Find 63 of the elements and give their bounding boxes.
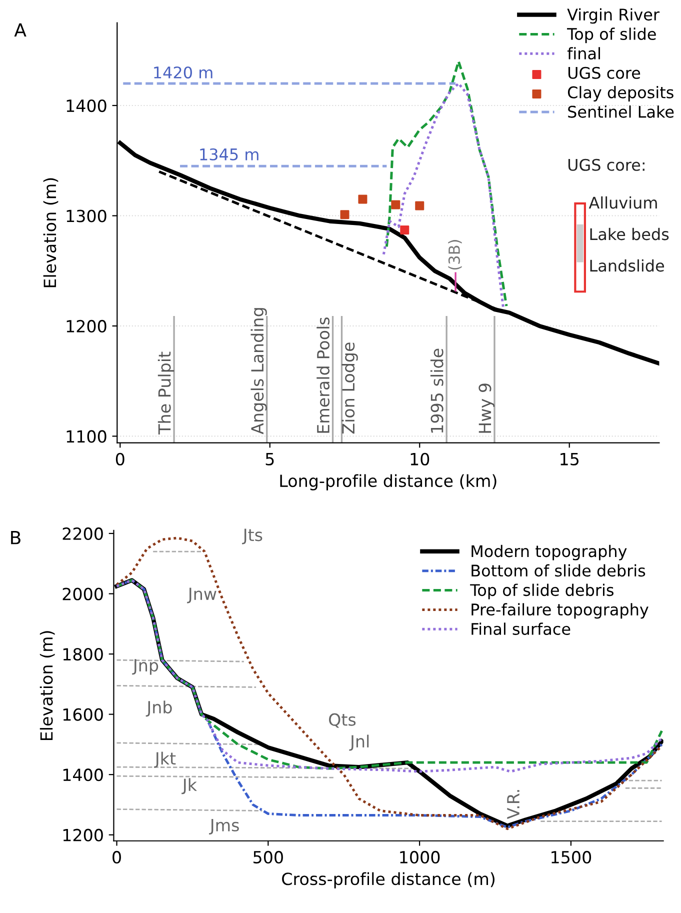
legend-label: Top of slide [567,28,656,44]
annotation: Jkt [154,752,176,768]
annotation: Jts [242,528,262,544]
x-axis-title: Long-profile distance (km) [280,474,496,490]
ref-line-label: 1995 slide [430,348,444,433]
ref-line-label: Angels Landing [250,308,267,434]
annotation: Alluvium [588,196,657,209]
y-tick-label: 1200 [66,320,106,333]
x-tick-label: 10 [410,452,430,466]
point [415,201,424,210]
legend-label: Final surface [472,622,570,635]
y-tick-label: 1800 [63,648,103,661]
annotation: V.R. [507,790,520,820]
ref-line-label: Zion Lodge [342,342,358,434]
y-axis-title: Elevation (m) [40,631,55,740]
ref-line-label: The Pulpit [158,352,174,434]
x-axis-title: Cross-profile distance (m) [282,872,494,888]
legend-label: Clay deposits [568,86,674,102]
annotation: Jk [182,778,197,794]
x-tick-label: 1000 [400,850,440,864]
legend-label: Bottom of slide debris [472,564,646,577]
legend-label: Pre-failure topography [472,603,648,619]
y-tick-label: 2200 [62,527,103,540]
y-tick-label: 2000 [62,588,103,600]
legend-label: Virgin River [567,8,660,24]
annotation: 1345 m [200,148,258,160]
legend-label: Top of slide debris [470,584,614,600]
y-tick-label: 1300 [66,210,106,222]
point [340,210,350,220]
annotation: Jnb [146,700,172,717]
point [358,194,368,204]
legend-label: UGS core [568,66,640,79]
point [391,200,400,210]
annotation: Jnw [187,588,216,604]
y-tick-label: 1400 [66,99,106,112]
chart-title: A [14,23,26,37]
chart-title: B [11,531,20,544]
x-tick-label: 500 [254,850,283,864]
x-tick-label: 0 [116,452,124,466]
y-tick-label: 1600 [63,708,103,721]
legend-label: Modern topography [472,544,627,560]
legend-label: final [567,47,600,60]
ref-line-label: Emerald Pools [316,317,330,433]
x-tick-label: 5 [266,453,274,466]
x-tick-label: 1500 [552,850,592,864]
annotation: UGS core: [568,158,644,171]
point [400,226,410,235]
ref-line-label: Hwy 9 [478,384,494,433]
y-axis-title: Elevation (m) [43,178,58,288]
annotation: Jms [209,819,239,835]
annotation: Jnl [349,734,369,751]
y-tick-label: 1400 [63,768,103,782]
y-tick-label: 1100 [66,430,106,443]
y-tick-label: 1200 [63,828,103,842]
annotation: 1420 m [154,66,212,79]
x-tick-label: 15 [560,453,579,466]
annotation: Lake beds [590,228,669,240]
annotation: Landslide [590,259,664,272]
annotation: (3B) [448,240,462,270]
annotation: Jnp [132,659,158,675]
annotation: Qts [328,713,356,728]
legend-label: Sentinel Lake [568,105,674,118]
x-tick-label: 0 [112,850,121,864]
